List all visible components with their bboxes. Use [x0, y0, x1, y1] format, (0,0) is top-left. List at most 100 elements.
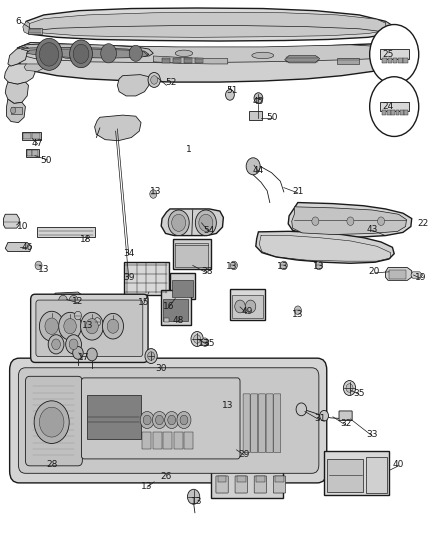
- FancyBboxPatch shape: [266, 394, 273, 453]
- Text: 19: 19: [415, 273, 426, 281]
- FancyBboxPatch shape: [256, 476, 265, 482]
- Circle shape: [172, 214, 186, 231]
- Circle shape: [145, 349, 157, 364]
- FancyBboxPatch shape: [36, 300, 143, 357]
- Polygon shape: [337, 58, 359, 64]
- Circle shape: [36, 38, 62, 70]
- Text: 6: 6: [15, 17, 21, 26]
- FancyBboxPatch shape: [27, 150, 32, 156]
- Polygon shape: [288, 203, 412, 237]
- Text: 32: 32: [340, 419, 352, 428]
- Circle shape: [245, 300, 256, 313]
- Polygon shape: [18, 43, 407, 63]
- Text: 13: 13: [82, 321, 93, 329]
- Text: 34: 34: [124, 249, 135, 257]
- Text: 48: 48: [173, 317, 184, 325]
- Circle shape: [191, 332, 203, 346]
- Circle shape: [69, 339, 78, 350]
- Polygon shape: [5, 82, 28, 103]
- FancyBboxPatch shape: [396, 110, 399, 115]
- Circle shape: [177, 411, 191, 429]
- FancyBboxPatch shape: [211, 447, 283, 498]
- Text: 13: 13: [313, 262, 325, 271]
- Text: 50: 50: [40, 157, 52, 165]
- Circle shape: [35, 261, 42, 270]
- Polygon shape: [21, 47, 149, 58]
- Polygon shape: [292, 207, 406, 235]
- FancyBboxPatch shape: [184, 432, 193, 449]
- Text: 13: 13: [191, 497, 203, 505]
- Circle shape: [39, 407, 64, 437]
- Polygon shape: [385, 268, 412, 280]
- FancyBboxPatch shape: [31, 294, 148, 362]
- Circle shape: [235, 300, 245, 313]
- Text: 50: 50: [266, 113, 277, 122]
- FancyBboxPatch shape: [163, 432, 172, 449]
- FancyBboxPatch shape: [339, 411, 352, 421]
- FancyBboxPatch shape: [22, 132, 41, 140]
- Circle shape: [73, 346, 83, 359]
- Text: 13: 13: [198, 340, 209, 348]
- Circle shape: [165, 411, 179, 429]
- Text: 39: 39: [124, 273, 135, 281]
- Text: 33: 33: [367, 430, 378, 439]
- FancyBboxPatch shape: [388, 58, 392, 63]
- Circle shape: [101, 44, 117, 63]
- Text: 13: 13: [38, 265, 49, 273]
- Circle shape: [45, 318, 58, 334]
- Circle shape: [230, 261, 237, 270]
- Circle shape: [370, 25, 419, 84]
- FancyBboxPatch shape: [254, 476, 266, 493]
- Circle shape: [315, 261, 322, 270]
- Circle shape: [74, 311, 81, 320]
- FancyBboxPatch shape: [258, 394, 265, 453]
- Text: 12: 12: [72, 297, 84, 305]
- Polygon shape: [385, 21, 394, 36]
- Text: 40: 40: [393, 461, 404, 469]
- Circle shape: [102, 313, 124, 339]
- Polygon shape: [11, 107, 22, 114]
- Ellipse shape: [175, 50, 193, 56]
- Circle shape: [69, 295, 78, 306]
- Polygon shape: [24, 8, 394, 41]
- FancyBboxPatch shape: [174, 432, 183, 449]
- Circle shape: [296, 403, 307, 416]
- Text: 21: 21: [292, 188, 304, 196]
- Circle shape: [280, 261, 287, 270]
- Text: 45: 45: [253, 97, 264, 106]
- FancyBboxPatch shape: [249, 111, 262, 120]
- Circle shape: [194, 335, 201, 343]
- Text: 26: 26: [161, 472, 172, 481]
- Text: 35: 35: [204, 340, 215, 348]
- Circle shape: [199, 214, 213, 231]
- Polygon shape: [153, 56, 228, 64]
- Circle shape: [52, 339, 60, 350]
- FancyBboxPatch shape: [237, 476, 246, 482]
- Text: 18: 18: [80, 236, 91, 244]
- Circle shape: [59, 295, 67, 306]
- Text: 31: 31: [314, 414, 325, 423]
- Text: 49: 49: [242, 308, 253, 316]
- Circle shape: [346, 384, 353, 392]
- FancyBboxPatch shape: [235, 476, 247, 493]
- FancyBboxPatch shape: [232, 295, 263, 318]
- Circle shape: [155, 415, 163, 425]
- FancyBboxPatch shape: [251, 394, 258, 453]
- Polygon shape: [162, 58, 170, 63]
- FancyBboxPatch shape: [216, 476, 228, 493]
- Polygon shape: [24, 64, 44, 71]
- Circle shape: [39, 311, 64, 341]
- Circle shape: [148, 72, 160, 87]
- Text: 52: 52: [165, 78, 177, 87]
- Text: 10: 10: [17, 222, 28, 231]
- FancyBboxPatch shape: [172, 280, 193, 297]
- Polygon shape: [5, 243, 32, 252]
- FancyBboxPatch shape: [218, 476, 226, 482]
- Circle shape: [39, 43, 59, 66]
- FancyBboxPatch shape: [161, 290, 191, 325]
- Text: 29: 29: [239, 450, 250, 458]
- Circle shape: [48, 335, 64, 354]
- Text: 22: 22: [417, 220, 428, 228]
- Circle shape: [34, 401, 69, 443]
- FancyBboxPatch shape: [175, 243, 208, 267]
